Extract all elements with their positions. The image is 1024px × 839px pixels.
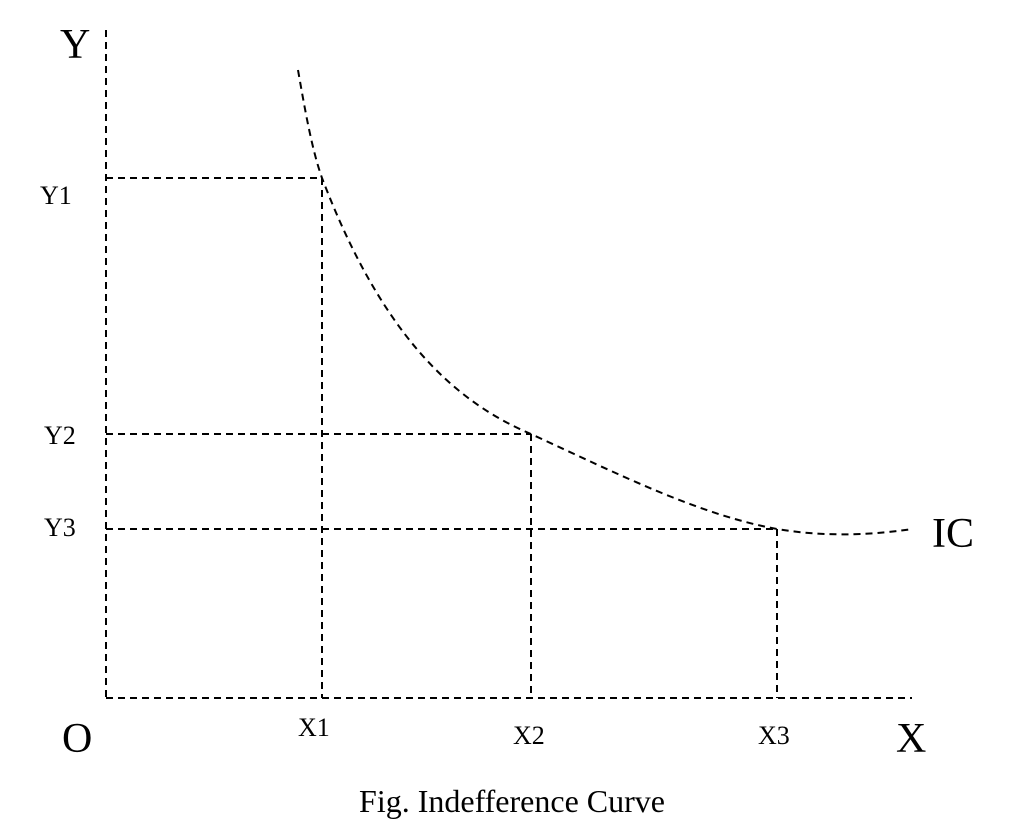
figure-caption: Fig. Indefference Curve	[359, 783, 665, 819]
y-axis-label: Y	[60, 22, 90, 68]
origin-label: O	[62, 716, 92, 762]
y-tick-label-y1: Y1	[40, 181, 72, 210]
y-tick-label-y3: Y3	[44, 513, 76, 542]
x-tick-label-x2: X2	[513, 721, 545, 750]
x-tick-label-x1: X1	[298, 713, 330, 742]
curve-label-ic: IC	[932, 511, 974, 557]
y-tick-label-y2: Y2	[44, 421, 76, 450]
indifference-curve	[297, 69, 913, 536]
x-tick-label-x3: X3	[758, 721, 790, 750]
x-axis-label: X	[896, 716, 926, 762]
